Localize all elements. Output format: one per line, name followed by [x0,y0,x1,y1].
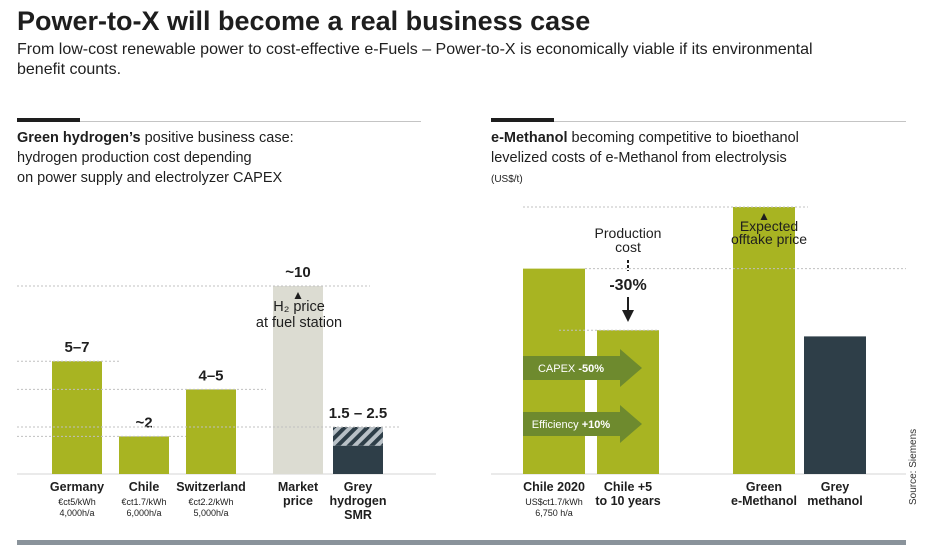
up-arrow-icon [760,213,768,220]
inner-label-green-e-methanol: offtake price [731,231,807,247]
right-unit-label: (US$/t) [491,174,523,185]
right-panel-rule-mark [491,118,554,122]
category-label-grey-methanol: Grey [821,480,850,494]
production-cost-label: cost [615,239,641,255]
category-label-chile-5-to-10-years: Chile +5 [604,480,652,494]
bar-germany [52,361,102,474]
right-heading-rest: becoming competitive to bioethanol [567,130,799,146]
bar-green-e-methanol [733,207,795,474]
category-label-grey-methanol: methanol [807,494,863,508]
category-label-market-price: price [283,494,313,508]
bar-grey-methanol [804,336,866,474]
page-title: Power-to-X will become a real business c… [17,6,591,36]
right-panel-rule [491,121,906,122]
bar-market-price [273,286,323,474]
page-subtitle: From low-cost renewable power to cost-ef… [17,41,813,78]
category-label-chile: Chile [129,480,160,494]
right-heading-line2: levelized costs of e-Methanol from elect… [491,150,787,166]
value-label-market-price: ~10 [285,264,310,281]
value-label-grey-hydrogen-smr: 1.5 – 2.5 [329,405,387,422]
left-panel-rule [17,121,421,122]
bottom-bar [17,540,906,545]
efficiency-arrow-prefix: Efficiency [532,419,582,431]
bar-range-grey-hydrogen-smr [333,427,383,446]
left-heading-rest: positive business case: [140,130,294,146]
source-note: Source: Siemens [908,428,919,505]
category-sublabel-chile: 6,000h/a [126,508,161,518]
value-label-chile: ~2 [135,414,152,431]
efficiency-arrow-label: Efficiency +10% [532,419,611,431]
category-sublabel-chile-2020: US$ct1.7/kWh [525,497,583,507]
value-label-switzerland: 4–5 [198,367,223,384]
efficiency-arrow-icon [523,405,642,443]
down-arrow-icon [622,310,634,322]
capex-arrow-prefix: CAPEX [538,363,578,375]
production-cost-label: Production [595,225,662,241]
category-label-grey-hydrogen-smr: hydrogen [330,494,387,508]
bar-switzerland [186,389,236,474]
left-heading-bold: Green hydrogen’s [17,130,141,146]
bar-chile-5-to-10-years [597,330,659,474]
category-sublabel-chile: €ct1.7/kWh [121,497,166,507]
category-sublabel-switzerland: €ct2.2/kWh [188,497,233,507]
category-sublabel-chile-2020: 6,750 h/a [535,508,573,518]
category-label-chile-2020: Chile 2020 [523,480,585,494]
category-label-chile-5-to-10-years: to 10 years [595,494,660,508]
efficiency-arrow-value: +10% [582,419,611,431]
category-label-grey-hydrogen-smr: SMR [344,508,372,522]
left-panel-heading: Green hydrogen’s positive business case:… [17,128,417,188]
reduction-label: -30% [609,277,646,294]
category-label-green-e-methanol: e-Methanol [731,494,797,508]
up-arrow-icon [294,292,302,299]
value-label-germany: 5–7 [64,339,89,356]
category-label-market-price: Market [278,480,319,494]
inner-label-market-price: at fuel station [256,315,342,331]
category-sublabel-germany: €ct5/kWh [58,497,96,507]
left-heading-line3: on power supply and electrolyzer CAPEX [17,170,283,186]
right-heading-bold: e-Methanol [491,130,568,146]
capex-arrow-icon [523,349,642,387]
bar-chile [119,436,169,474]
bar-grey-hydrogen-smr [333,445,383,474]
category-label-switzerland: Switzerland [176,480,245,494]
inner-label-market-price: H₂ price [273,299,325,315]
category-label-grey-hydrogen-smr: Grey [344,480,373,494]
left-panel-rule-mark [17,118,80,122]
right-panel-heading: e-Methanol becoming competitive to bioet… [491,128,906,190]
capex-arrow-value: -50% [578,363,604,375]
category-label-green-e-methanol: Green [746,480,782,494]
category-sublabel-germany: 4,000h/a [59,508,94,518]
inner-label-green-e-methanol: Expected [740,218,798,234]
category-label-germany: Germany [50,480,104,494]
category-sublabel-switzerland: 5,000h/a [193,508,228,518]
left-heading-line2: hydrogen production cost depending [17,150,252,166]
capex-arrow-label: CAPEX -50% [538,363,604,375]
